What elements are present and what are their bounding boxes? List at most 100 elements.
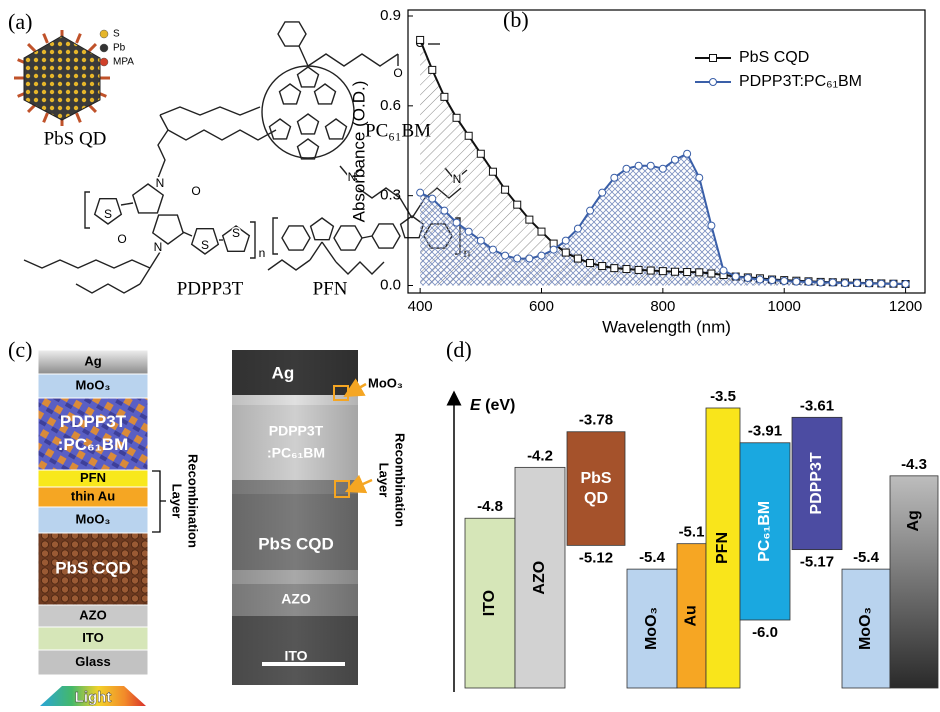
- marker: [477, 237, 484, 244]
- marker: [744, 275, 751, 282]
- energy-level: [567, 432, 625, 546]
- marker: [647, 162, 654, 169]
- layer-label: MoO₃: [76, 377, 111, 392]
- legend-text: Pb: [113, 43, 126, 54]
- tem-label: :PC₆₁BM: [267, 445, 325, 461]
- x-axis-label: Wavelength (nm): [602, 317, 731, 336]
- marker: [587, 207, 594, 214]
- layer-name: PDPP3T: [808, 452, 825, 514]
- tem-label: ITO: [284, 648, 307, 664]
- level-value: -3.61: [800, 397, 834, 414]
- bond: [24, 260, 150, 268]
- marker: [502, 186, 509, 193]
- structure-name: PFN: [313, 278, 348, 299]
- legend-text: MPA: [113, 57, 134, 68]
- panel-label: (b): [503, 7, 529, 32]
- y-tick-label: 0.9: [380, 7, 401, 24]
- marker: [477, 150, 484, 157]
- marker: [453, 114, 460, 121]
- marker: [854, 280, 861, 287]
- ring: [311, 218, 334, 240]
- page: SPbMPAPbS QDOOPC₆₁BMSSSOONNnPDPP3TNNnPFN…: [0, 0, 940, 707]
- legend-marker: [710, 55, 717, 62]
- ligand: [77, 113, 81, 122]
- marker: [562, 249, 569, 256]
- x-tick-label: 1000: [768, 298, 801, 315]
- y-tick-label: 0.3: [380, 187, 401, 204]
- layer-label: :PC₆₁BM: [58, 435, 128, 454]
- bond: [322, 242, 336, 262]
- axis-label-part: (eV): [481, 397, 516, 414]
- marker: [550, 246, 557, 253]
- bracket: [85, 192, 90, 228]
- ligand: [77, 34, 81, 43]
- marker: [429, 66, 436, 73]
- level-value: -5.1: [679, 524, 705, 541]
- marker: [574, 225, 581, 232]
- marker: [429, 195, 436, 202]
- layer-label: Glass: [75, 654, 110, 669]
- bond: [160, 107, 260, 115]
- level-value: -4.3: [901, 456, 927, 473]
- ring: [401, 216, 424, 238]
- x-tick-label: 800: [650, 298, 675, 315]
- layer-name: PC₆₁BM: [756, 501, 773, 562]
- ring: [282, 226, 310, 250]
- atom-label: S: [232, 226, 240, 240]
- bracket: [250, 222, 255, 258]
- marker: [878, 280, 885, 287]
- marker: [684, 269, 691, 276]
- bond: [336, 262, 384, 274]
- atom-label: O: [393, 66, 402, 80]
- marker: [623, 165, 630, 172]
- bond: [310, 242, 322, 260]
- structure-name: PbS QD: [44, 128, 107, 149]
- y-tick-label: 0.6: [380, 97, 401, 114]
- marker: [417, 36, 424, 43]
- level-value: -4.2: [527, 447, 553, 464]
- marker: [611, 174, 618, 181]
- level-value: -6.0: [752, 624, 778, 641]
- marker: [574, 255, 581, 262]
- marker: [623, 266, 630, 273]
- x-tick-label: 600: [529, 298, 554, 315]
- marker: [805, 278, 812, 285]
- atom-label: N: [156, 176, 165, 190]
- legend-text: S: [113, 29, 120, 40]
- ligand: [28, 105, 35, 112]
- recombination-label: Layer: [170, 484, 185, 519]
- marker: [514, 201, 521, 208]
- marker: [502, 252, 509, 259]
- marker: [514, 255, 521, 262]
- marker: [671, 156, 678, 163]
- marker: [611, 265, 618, 272]
- panel-d: E (eV)-4.8ITO-4.2AZO-3.78-5.12PbSQD-5.4M…: [454, 388, 938, 692]
- layer-label: MoO₃: [76, 511, 111, 526]
- marker: [708, 222, 715, 229]
- y-axis-label: Absorbance (O.D.): [349, 81, 368, 223]
- x-tick-label: 400: [408, 298, 433, 315]
- layer-label: PbS CQD: [55, 558, 131, 577]
- atom-label: S: [104, 207, 112, 221]
- bond: [268, 260, 310, 270]
- marker: [465, 228, 472, 235]
- tem-label: AZO: [281, 591, 311, 607]
- marker: [793, 278, 800, 285]
- marker: [732, 273, 739, 280]
- marker: [453, 219, 460, 226]
- energy-level: [890, 476, 938, 688]
- bond: [168, 130, 276, 140]
- layer-name: AZO: [531, 561, 548, 595]
- layer-label: AZO: [79, 607, 106, 622]
- bond: [400, 198, 412, 218]
- atom-label: O: [191, 184, 200, 198]
- ligand: [89, 105, 96, 112]
- legend-dot: [100, 30, 108, 38]
- marker: [635, 162, 642, 169]
- atom-label: O: [117, 232, 126, 246]
- level-value: -5.4: [639, 549, 666, 566]
- bracket: [152, 471, 166, 532]
- marker: [417, 189, 424, 196]
- marker: [659, 268, 666, 275]
- marker: [538, 252, 545, 259]
